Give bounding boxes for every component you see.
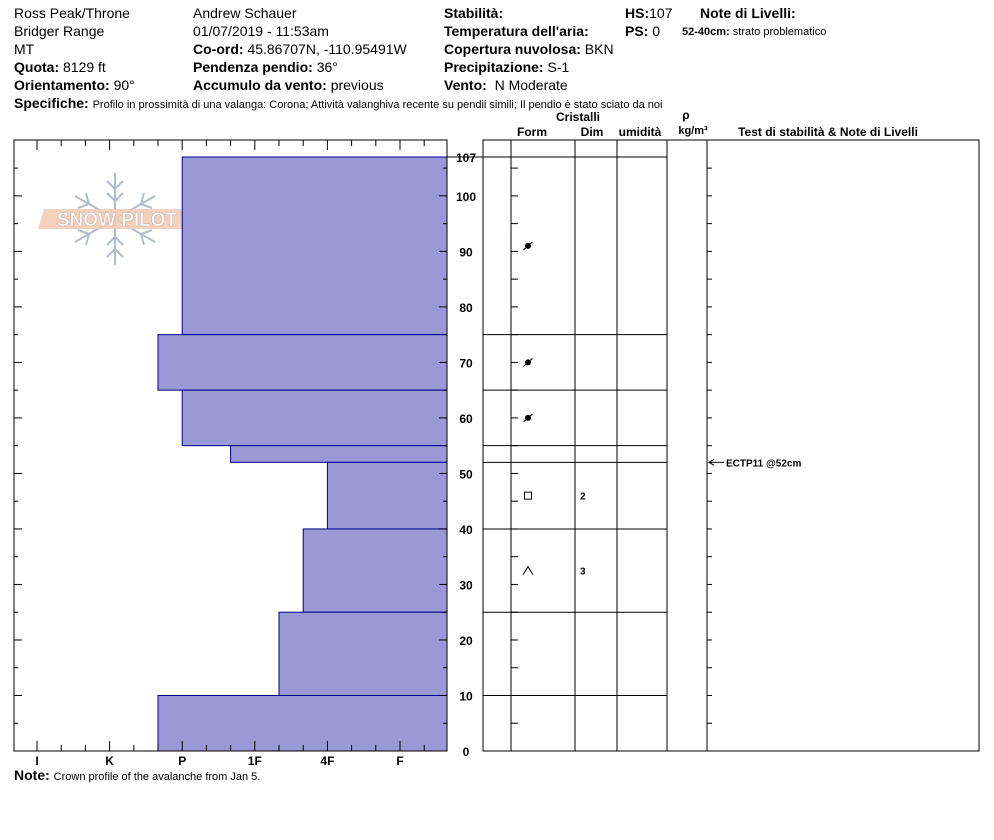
coordinates: Co-ord: 45.86707N, -110.95491W [193,40,407,58]
crystal-size: 3 [580,567,586,578]
hardness-label-1F: 1F [248,754,262,768]
aspect: Orientamento: 90° [14,76,135,94]
hardness-layer-5 [302,528,448,613]
depth-label-90: 90 [459,245,473,259]
wind-value: N Moderate [494,77,568,93]
density-unit-header: kg/m³ [678,125,708,137]
slope-label: Pendenza pendio: [193,59,313,75]
hardness-layer-6 [278,611,448,696]
depth-hoar-icon [522,565,534,575]
cloud-label: Copertura nuvolosa: [444,41,581,57]
specifics: Specifiche: Profilo in prossimità di una… [14,94,662,114]
specifics-label: Specifiche: [14,95,89,111]
hardness-label-I: I [35,754,38,768]
hardness-layer-7 [157,694,448,752]
depth-label-40: 40 [459,523,473,537]
logo-text: SNOW PILOT [57,210,178,231]
hardness-label-4F: 4F [320,754,334,768]
rounded-grain-slash [523,413,533,423]
humidity-header: umidità [619,125,662,139]
snowpilot-logo: SNOW PILOT [38,173,196,265]
observer: Andrew Schauer [193,5,297,21]
wind-label: Vento: [444,77,487,93]
layer-note: 52-40cm: strato problematico [682,23,826,41]
hardness-layer-2 [181,389,448,447]
depth-label-50: 50 [459,467,473,481]
elevation-value: 8129 ft [63,59,106,75]
wind-loading-label: Accumulo da vento: [193,77,327,93]
depth-label-10: 10 [459,689,473,703]
depth-label-0: 0 [463,745,470,759]
depth-label-107: 107 [456,151,476,165]
test-label: ECTP11 @52cm [726,458,801,469]
wind-loading: Accumulo da vento: previous [193,76,384,94]
wind-loading-value: previous [330,77,384,93]
hardness-label-F: F [396,754,403,768]
faceted-grain-icon [524,491,532,500]
slope: Pendenza pendio: 36° [193,58,338,76]
precip-label: Precipitazione: [444,59,544,75]
test-arrow-head [708,458,715,466]
layer-note-text: strato problematico [732,26,827,38]
logo-banner [38,209,196,229]
rounded-grain-slash [523,241,533,251]
ps: PS: 0 [625,22,660,40]
hardness-layer-1 [157,334,448,391]
dim-header: Dim [581,125,604,139]
layer-notes-label: Note di Livelli: [700,5,796,21]
depth-label-80: 80 [459,301,473,315]
hardness-layer-4 [326,461,448,530]
cloud-value: BKN [584,41,614,57]
rounded-grain-slash [523,358,533,367]
depth-label-70: 70 [459,356,473,370]
elevation-label: Quota: [14,59,60,75]
hardness-layer-0 [181,156,448,336]
layer-note-depth: 52-40cm: [682,26,730,38]
note-label: Note: [14,767,50,783]
hs-label: HS: [625,5,650,21]
depth-label-20: 20 [459,634,473,648]
depth-label-100: 100 [456,190,476,204]
aspect-value: 90° [113,77,135,93]
wind: Vento: N Moderate [444,76,568,94]
form-header: Form [517,125,547,139]
rho-header: ρ [682,108,689,122]
ps-label: PS: [625,23,649,39]
depth-label-60: 60 [459,412,473,426]
range: Bridger Range [14,23,105,39]
precip-value: S-1 [547,59,570,75]
aspect-label: Orientamento: [14,77,110,93]
crystal-size: 2 [580,492,586,503]
ps-value: 0 [652,23,661,39]
datetime: 01/07/2019 - 11:53am [193,23,329,39]
stability-label: Stabilità: [444,5,504,21]
coord-label: Co-ord: [193,41,244,57]
coord-value: 45.86707N, -110.95491W [247,41,407,57]
specifics-text: Profilo in prossimità di una valanga: Co… [92,99,663,111]
slope-value: 36° [316,59,338,75]
precipitation: Precipitazione: S-1 [444,58,569,76]
note-text: Crown profile of the avalanche from Jan … [53,771,261,783]
state: MT [14,41,35,57]
hardness-label-K: K [105,754,114,768]
footer-note: Note: Crown profile of the avalanche fro… [14,766,260,786]
hardness-layer-3 [230,445,448,463]
stability-notes-header: Test di stabilità & Note di Livelli [738,125,918,139]
depth-label-30: 30 [459,578,473,592]
crystals-header: Cristalli [556,110,600,124]
air-temp-label: Temperatura dell'aria: [444,23,589,39]
cloud-cover: Copertura nuvolosa: BKN [444,40,614,58]
hs: HS:107 [625,4,672,22]
location: Ross Peak/Throne [14,5,130,21]
hardness-label-P: P [178,754,186,768]
elevation: Quota: 8129 ft [14,58,106,76]
hs-value: 107 [649,5,673,21]
